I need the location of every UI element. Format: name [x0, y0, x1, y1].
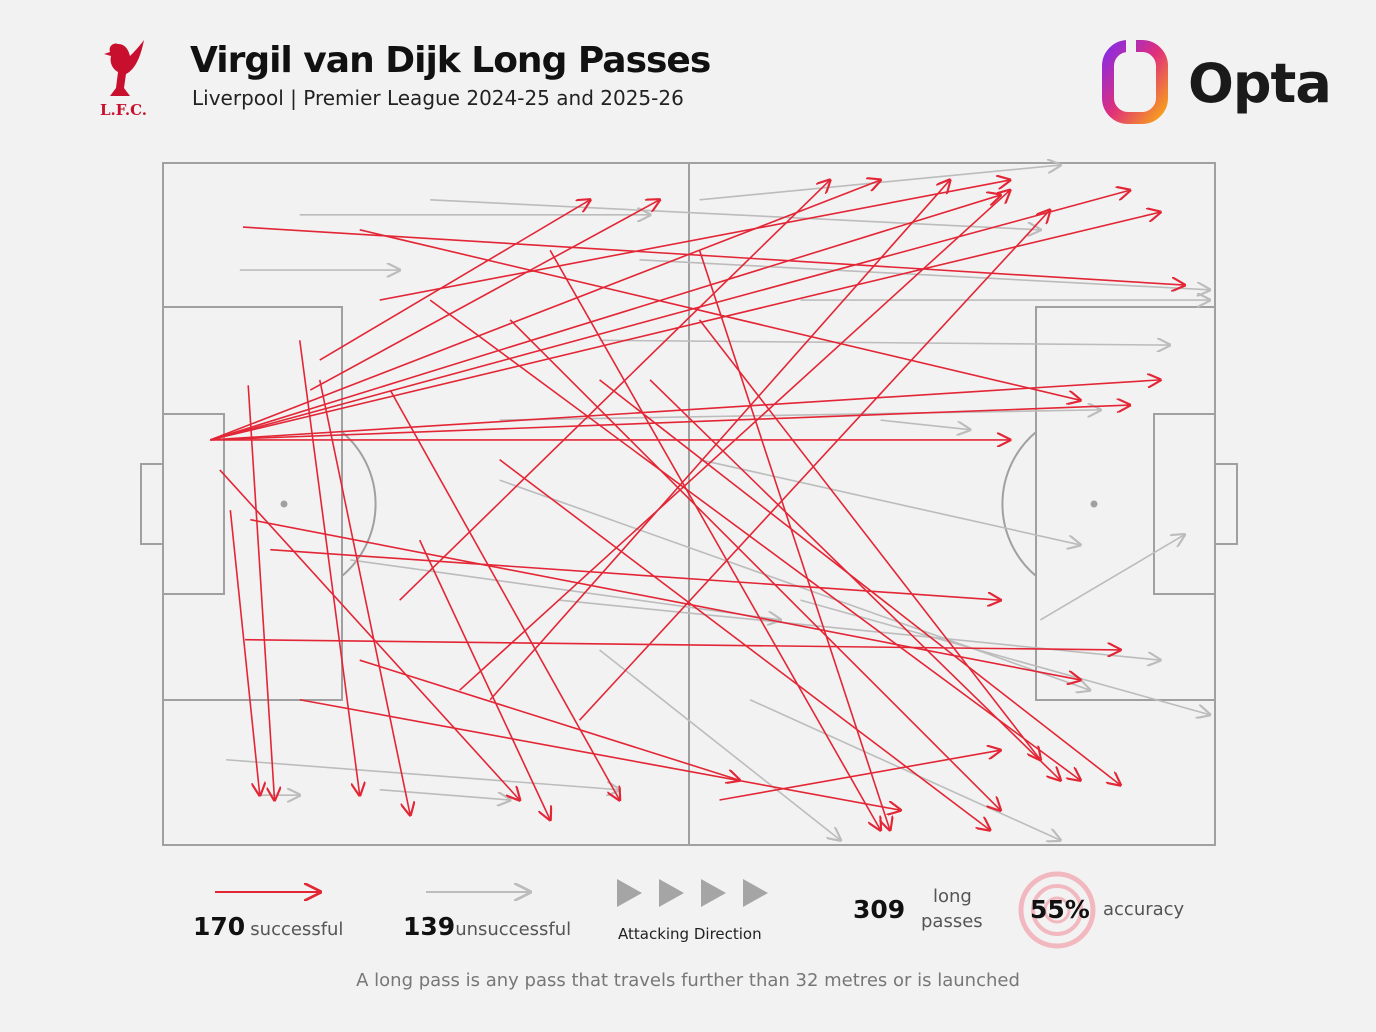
successful-pass-arrow [318, 379, 410, 815]
successful-pass-arrow [245, 638, 1120, 650]
unsuccessful-pass-arrow [1039, 535, 1184, 621]
unsuccessful-pass-arrow [800, 599, 1210, 715]
direction-arrow-icon [701, 879, 726, 907]
successful-label: successful [250, 919, 344, 940]
unsuccessful-legend: 139unsuccessful [403, 912, 571, 941]
successful-count: 170 [193, 912, 246, 941]
direction-arrow-icon [743, 879, 768, 907]
opta-brand: Opta [1188, 52, 1332, 115]
successful-legend: 170 successful [193, 912, 343, 941]
successful-pass-arrow [509, 319, 1000, 810]
successful-pass-arrow [219, 469, 520, 800]
successful-pass-arrow [247, 385, 274, 800]
successful-pass-arrow [359, 659, 740, 780]
page-title: Virgil van Dijk Long Passes [190, 40, 711, 81]
right-penalty-box [1035, 306, 1216, 701]
unsuccessful-pass-arrow [639, 259, 1210, 290]
unsuccessful-pass-arrow [559, 599, 1161, 660]
successful-pass-arrow [698, 319, 1041, 760]
successful-pass-arrow [719, 750, 1001, 801]
successful-pass-arrow [309, 200, 659, 391]
unsuccessful-pass-arrow [350, 559, 780, 620]
successful-passes [210, 180, 1184, 830]
successful-pass-arrow [459, 190, 1010, 691]
successful-pass-arrow [270, 548, 1000, 600]
unsuccessful-pass-arrow [499, 410, 1101, 421]
unsuccessful-pass-arrow [430, 199, 1040, 230]
successful-pass-arrow [698, 250, 890, 830]
successful-pass-arrow [210, 180, 880, 441]
successful-pass-arrow [599, 379, 1121, 785]
left-goal [140, 463, 164, 545]
successful-pass-arrow [299, 698, 901, 810]
accuracy-target-icon [1018, 871, 1096, 949]
successful-pass-arrow [649, 379, 1060, 780]
right-penalty-arc [1001, 431, 1037, 577]
successful-pass-arrow [379, 180, 1010, 301]
left-six-yard-box [162, 413, 225, 595]
successful-pass-arrow [229, 510, 259, 795]
right-penalty-spot [1090, 500, 1098, 508]
pitch-markings [140, 162, 1238, 846]
club-crest [100, 36, 150, 120]
attacking-direction-arrows [617, 879, 768, 907]
direction-arrow-icon [659, 879, 684, 907]
unsuccessful-pass-arrow [379, 788, 510, 800]
total-label-line2: passes [921, 911, 983, 932]
left-penalty-spot [280, 500, 288, 508]
successful-pass-arrow [210, 212, 1160, 441]
successful-pass-arrow [242, 226, 1185, 285]
successful-pass-arrow [429, 299, 1080, 780]
unsuccessful-pass-arrow [749, 699, 1060, 840]
right-goal [1214, 463, 1238, 545]
footnote: A long pass is any pass that travels fur… [356, 970, 1020, 991]
successful-pass-arrow [489, 180, 950, 701]
liverbird-icon [104, 40, 144, 96]
unsuccessful-pass-arrow [599, 649, 841, 840]
attacking-direction-label: Attacking Direction [618, 925, 762, 943]
unsuccessful-pass-arrow [599, 340, 1170, 345]
unsuccessful-pass-arrow [226, 758, 619, 790]
successful-pass-arrow [499, 459, 990, 830]
unsuccessful-pass-arrow [699, 458, 1081, 545]
accuracy-value: 55% [1030, 895, 1090, 924]
successful-pass-arrow [210, 195, 1000, 441]
successful-pass-arrow [298, 340, 360, 795]
opta-logo-icon [1102, 40, 1170, 128]
direction-arrow-icon [617, 879, 642, 907]
successful-pass-arrow [418, 539, 550, 820]
unsuccessful-label: unsuccessful [455, 919, 572, 940]
successful-pass-arrow [579, 210, 1050, 721]
successful-pass-arrow [389, 389, 619, 800]
unsuccessful-pass-arrow [880, 419, 969, 430]
club-logo-text: L.F.C. [100, 101, 148, 119]
successful-pass-arrow [250, 518, 1080, 680]
accuracy-label: accuracy [1103, 899, 1185, 920]
unsuccessful-count: 139 [403, 912, 456, 941]
total-count: 309 [853, 895, 906, 924]
right-six-yard-box [1153, 413, 1216, 595]
successful-pass-arrow [319, 200, 590, 361]
successful-pass-arrow [210, 190, 1129, 441]
page-subtitle: Liverpool | Premier League 2024-25 and 2… [192, 86, 684, 110]
successful-pass-arrow [210, 380, 1160, 441]
successful-pass-arrow [549, 249, 880, 830]
successful-pass-arrow [399, 180, 830, 601]
total-label-line1: long [933, 886, 972, 907]
successful-pass-arrow [210, 405, 1129, 441]
